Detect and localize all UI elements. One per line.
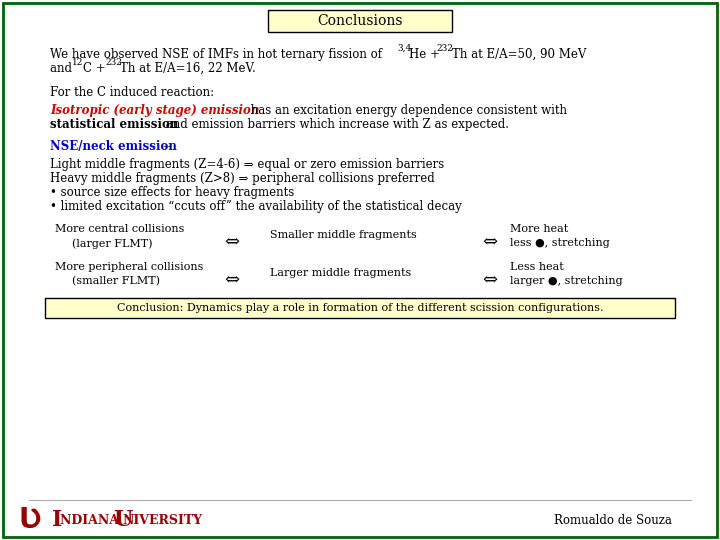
Text: Conclusions: Conclusions [318,14,402,28]
Text: Larger middle fragments: Larger middle fragments [270,268,411,278]
Text: larger ●, stretching: larger ●, stretching [510,276,623,286]
Text: I: I [52,509,63,531]
Text: We have observed NSE of IMFs in hot ternary fission of: We have observed NSE of IMFs in hot tern… [50,48,386,61]
Text: 12: 12 [72,58,84,67]
Text: More heat: More heat [510,224,568,234]
Text: More central collisions: More central collisions [55,224,184,234]
Text: Light middle fragments (Z=4-6) ⇒ equal or zero emission barriers: Light middle fragments (Z=4-6) ⇒ equal o… [50,158,444,171]
Text: NDIANA: NDIANA [60,514,127,526]
Text: 3,4: 3,4 [397,44,411,53]
Text: He +: He + [409,48,444,61]
Text: 232: 232 [105,58,122,67]
Text: statistical emission: statistical emission [50,118,179,131]
Text: (larger FLMT): (larger FLMT) [72,238,153,248]
Text: and: and [50,62,76,75]
Text: Th at E/A=16, 22 MeV.: Th at E/A=16, 22 MeV. [120,62,256,75]
Text: 232: 232 [436,44,453,53]
Text: C +: C + [83,62,109,75]
Text: ⇔: ⇔ [225,233,240,251]
Text: has an excitation energy dependence consistent with: has an excitation energy dependence cons… [247,104,567,117]
Text: --: -- [160,140,172,153]
Text: Smaller middle fragments: Smaller middle fragments [270,230,417,240]
Text: • source size effects for heavy fragments: • source size effects for heavy fragment… [50,186,294,199]
Text: ⇔: ⇔ [482,233,498,251]
Text: Ʋ: Ʋ [19,506,41,534]
Text: More peripheral collisions: More peripheral collisions [55,262,203,272]
Text: Isotropic (early stage) emission: Isotropic (early stage) emission [50,104,259,117]
Text: Romualdo de Souza: Romualdo de Souza [554,514,672,526]
Text: U: U [113,509,132,531]
Text: NSE/neck emission: NSE/neck emission [50,140,177,153]
Text: (smaller FLMT): (smaller FLMT) [72,276,160,286]
Text: Th at E/A=50, 90 MeV: Th at E/A=50, 90 MeV [452,48,586,61]
Text: less ●, stretching: less ●, stretching [510,238,610,248]
Text: ⇔: ⇔ [225,271,240,289]
Text: Less heat: Less heat [510,262,564,272]
FancyBboxPatch shape [45,298,675,318]
Text: and emission barriers which increase with Z as expected.: and emission barriers which increase wit… [162,118,509,131]
Text: NIVERSITY: NIVERSITY [122,514,202,526]
FancyBboxPatch shape [268,10,452,32]
Text: Conclusion: Dynamics play a role in formation of the different scission configur: Conclusion: Dynamics play a role in form… [117,303,603,313]
Text: ⇔: ⇔ [482,271,498,289]
Text: For the C induced reaction:: For the C induced reaction: [50,86,214,99]
Text: Heavy middle fragments (Z>8) ⇒ peripheral collisions preferred: Heavy middle fragments (Z>8) ⇒ periphera… [50,172,435,185]
Text: • limited excitation “ccuts off” the availability of the statistical decay: • limited excitation “ccuts off” the ava… [50,200,462,213]
